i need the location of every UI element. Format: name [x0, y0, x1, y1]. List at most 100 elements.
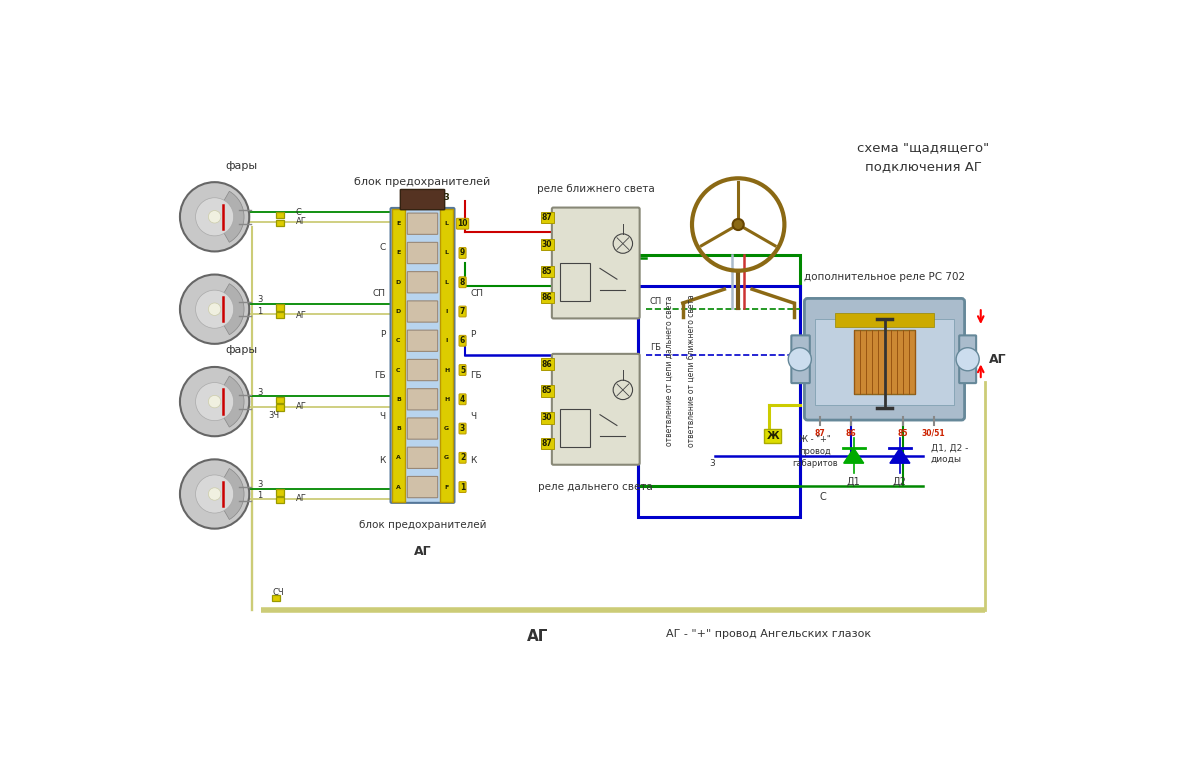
Text: 3: 3	[257, 296, 263, 304]
Text: F: F	[444, 484, 449, 490]
FancyBboxPatch shape	[804, 299, 965, 420]
Text: Д1, Д2 -: Д1, Д2 -	[931, 443, 968, 452]
Bar	[276, 404, 284, 411]
Text: 3: 3	[443, 193, 449, 202]
Text: 86: 86	[542, 360, 552, 368]
Wedge shape	[215, 469, 244, 519]
Text: Ж - "+"
провод
габаритов: Ж - "+" провод габаритов	[792, 435, 838, 468]
Circle shape	[180, 275, 250, 344]
Circle shape	[180, 367, 250, 436]
Bar	[439, 209, 454, 502]
Text: ГБ: ГБ	[470, 371, 482, 381]
FancyBboxPatch shape	[552, 207, 640, 318]
Text: блок предохранителей: блок предохранителей	[359, 519, 486, 530]
Text: L: L	[444, 280, 449, 285]
Bar	[276, 312, 284, 318]
Text: СП: СП	[470, 289, 484, 299]
Text: L: L	[444, 222, 449, 226]
Bar	[638, 286, 800, 517]
Text: 85: 85	[542, 267, 552, 276]
Text: I: I	[445, 309, 448, 314]
Text: 1: 1	[257, 491, 262, 500]
Bar	[276, 397, 284, 403]
Bar	[272, 594, 280, 601]
Text: СП: СП	[649, 297, 662, 306]
Circle shape	[196, 198, 234, 236]
FancyBboxPatch shape	[407, 301, 438, 322]
FancyBboxPatch shape	[407, 418, 438, 439]
Text: 7: 7	[460, 307, 466, 316]
Text: схема "щадящего": схема "щадящего"	[857, 141, 989, 154]
Circle shape	[196, 475, 234, 513]
Text: 87: 87	[542, 439, 553, 448]
Text: Ж: Ж	[767, 431, 779, 441]
Bar	[638, 255, 800, 486]
Text: Д1: Д1	[847, 477, 860, 487]
Bar	[276, 220, 284, 226]
FancyBboxPatch shape	[407, 271, 438, 292]
Text: 3: 3	[257, 388, 263, 397]
FancyBboxPatch shape	[407, 330, 438, 352]
Bar	[560, 263, 590, 301]
Text: C: C	[396, 339, 401, 343]
Text: Р: Р	[380, 331, 385, 339]
Text: A: A	[396, 456, 401, 460]
FancyBboxPatch shape	[407, 243, 438, 264]
Bar	[815, 319, 954, 406]
Text: G: G	[444, 426, 449, 431]
Text: фары: фары	[226, 161, 258, 171]
Text: 86: 86	[845, 428, 856, 438]
Text: СЧ: СЧ	[272, 588, 284, 597]
Text: 3: 3	[709, 459, 715, 468]
Text: H: H	[444, 397, 449, 402]
Text: 9: 9	[460, 249, 466, 257]
Text: 10: 10	[457, 219, 468, 229]
Text: H: H	[444, 367, 449, 373]
Text: Ч: Ч	[379, 413, 385, 421]
Wedge shape	[215, 191, 244, 243]
Text: 85: 85	[898, 428, 908, 438]
Circle shape	[209, 211, 221, 223]
Text: 6: 6	[460, 336, 466, 346]
Text: G: G	[444, 456, 449, 460]
Text: D: D	[396, 280, 401, 285]
Text: ответвление от цепи ближнего света: ответвление от цепи ближнего света	[688, 294, 696, 447]
Text: E: E	[396, 222, 401, 226]
FancyBboxPatch shape	[407, 213, 438, 234]
Text: АГ: АГ	[295, 217, 306, 226]
Text: B: B	[396, 426, 401, 431]
Text: фары: фары	[226, 346, 258, 356]
Text: С: С	[820, 491, 827, 502]
Text: реле ближнего света: реле ближнего света	[536, 184, 655, 193]
Bar	[560, 410, 590, 447]
Circle shape	[196, 382, 234, 420]
Wedge shape	[215, 284, 244, 335]
Text: 86: 86	[542, 293, 552, 302]
FancyBboxPatch shape	[390, 208, 455, 503]
Text: I: I	[445, 339, 448, 343]
FancyBboxPatch shape	[407, 477, 438, 498]
Circle shape	[180, 459, 250, 529]
Polygon shape	[890, 448, 910, 463]
FancyBboxPatch shape	[959, 335, 976, 383]
FancyBboxPatch shape	[401, 190, 445, 210]
Text: A: A	[396, 484, 401, 490]
Text: L: L	[444, 250, 449, 256]
Text: подключения АГ: подключения АГ	[864, 160, 982, 173]
Text: ответвление от цепи дальнего света: ответвление от цепи дальнего света	[665, 296, 673, 446]
Text: D: D	[396, 309, 401, 314]
Bar	[276, 304, 284, 310]
Text: К: К	[470, 456, 476, 465]
Text: С: С	[379, 243, 385, 252]
Circle shape	[733, 219, 744, 230]
Text: реле дальнего света: реле дальнего света	[539, 483, 653, 492]
Bar	[853, 331, 916, 394]
Circle shape	[180, 183, 250, 251]
FancyBboxPatch shape	[791, 335, 810, 383]
Text: С: С	[295, 208, 301, 218]
Polygon shape	[844, 448, 864, 463]
FancyBboxPatch shape	[552, 354, 640, 465]
Text: АГ: АГ	[295, 494, 306, 503]
Text: 30: 30	[542, 413, 552, 423]
Bar	[276, 212, 284, 218]
